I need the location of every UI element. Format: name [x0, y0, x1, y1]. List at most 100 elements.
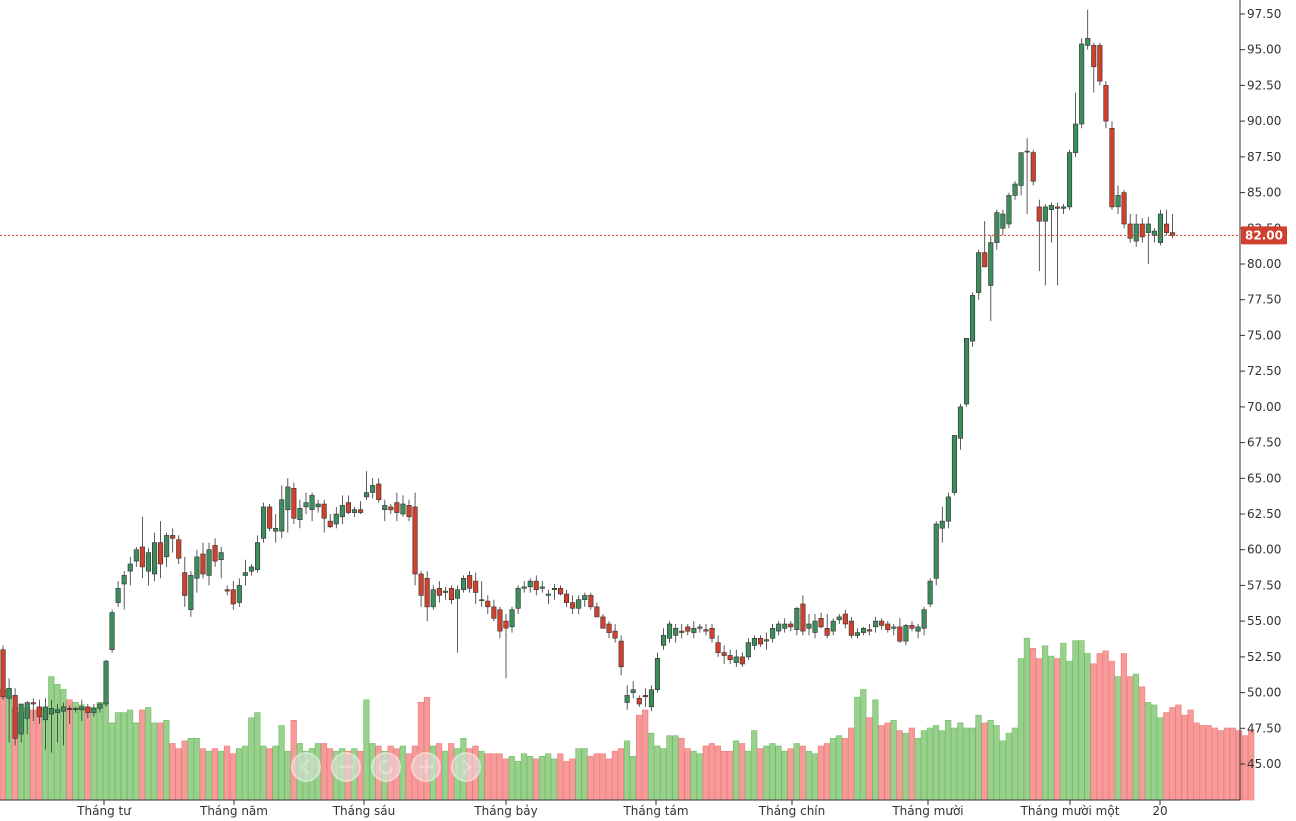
candle [648, 685, 655, 712]
candle [691, 621, 697, 639]
scroll-left-button[interactable] [291, 752, 321, 782]
candle [42, 698, 49, 750]
volume-bar [1211, 727, 1218, 801]
volume-bar [569, 758, 576, 801]
volume-bar [557, 753, 564, 801]
candle [467, 571, 473, 593]
volume-bar [738, 743, 746, 801]
candle [36, 699, 42, 724]
volume-bar [720, 750, 727, 801]
candle [206, 542, 212, 586]
candle [85, 704, 91, 719]
volume-bar [896, 730, 903, 801]
x-tick-label: Tháng tám [622, 804, 688, 818]
volume-bar [230, 753, 237, 801]
candle [97, 702, 103, 713]
candle [830, 618, 836, 636]
y-tick-label: 67.50 [1247, 436, 1281, 450]
candle [636, 695, 642, 707]
candle [212, 538, 218, 567]
volume-bar [520, 753, 528, 801]
candle [412, 492, 418, 586]
x-tick-label: Tháng năm [199, 804, 268, 818]
candle [879, 618, 885, 630]
candle [479, 581, 485, 607]
volume-bar [732, 740, 740, 801]
x-tick-label: Tháng bảy [473, 804, 537, 818]
volume-bar [684, 748, 691, 801]
candle [988, 235, 994, 322]
volume-bar [993, 725, 1000, 801]
volume-bar [829, 737, 837, 801]
candle [860, 626, 867, 636]
candle [1006, 192, 1012, 229]
volume-bar [169, 743, 176, 801]
volume-bar [490, 753, 497, 801]
volume-bar [696, 753, 703, 801]
candle [200, 542, 206, 579]
x-tick-label: Tháng mười [891, 804, 963, 818]
volume-bar [120, 712, 128, 801]
candle [915, 624, 921, 639]
volume-bar [708, 743, 715, 801]
volume-bar [133, 722, 140, 801]
volume-bar [860, 689, 867, 801]
volume-bar [866, 717, 873, 801]
candle [909, 621, 915, 632]
volume-bar [1078, 640, 1085, 801]
chevron-left-icon [300, 759, 310, 775]
volume-bar [793, 743, 800, 801]
candle [557, 585, 564, 596]
zoom-in-button[interactable] [411, 752, 441, 782]
volume-bar [884, 722, 891, 801]
candle [957, 404, 964, 450]
x-tick-label: Tháng chín [758, 804, 825, 818]
volume-bar [963, 727, 970, 801]
volume-bar [272, 745, 279, 801]
candle [303, 492, 309, 514]
candle [1145, 216, 1151, 264]
candle [582, 592, 588, 607]
volume-bar [1193, 722, 1200, 801]
candle [763, 632, 770, 650]
volume-bar [90, 707, 97, 801]
volume-bar [545, 753, 552, 801]
volume-bar [951, 727, 958, 801]
candle [612, 624, 618, 643]
volume-bar [981, 722, 988, 801]
volume-bar [617, 748, 624, 801]
volume-bar [478, 750, 485, 801]
candle [12, 688, 18, 746]
volume-bar [605, 758, 612, 801]
candle [473, 572, 479, 604]
volume-bar [0, 689, 6, 801]
volume-bar [932, 725, 940, 801]
scroll-right-button[interactable] [451, 752, 481, 782]
volume-bar [1242, 735, 1249, 801]
y-tick-label: 57.50 [1247, 578, 1281, 592]
volume-bar [938, 730, 946, 801]
volume-bar [1223, 727, 1230, 801]
volume-bar [1139, 686, 1146, 801]
y-tick-label: 55.00 [1247, 614, 1281, 628]
volume-bar [236, 748, 243, 801]
candle [315, 499, 321, 513]
candle [133, 546, 139, 567]
volume-bar [405, 753, 412, 801]
volume-bar [514, 761, 521, 801]
volume-bar [811, 753, 818, 801]
y-tick-label: 50.00 [1247, 686, 1281, 700]
zoom-out-button[interactable] [331, 752, 361, 782]
volume-bar [1187, 709, 1194, 801]
volume-bar [1090, 663, 1097, 801]
candle [1085, 9, 1091, 50]
candle [255, 535, 261, 573]
candle [18, 703, 24, 743]
candle [345, 495, 352, 514]
volume-bar [1096, 653, 1103, 801]
reset-button[interactable] [371, 752, 401, 782]
candle [109, 609, 115, 653]
candle [994, 209, 1000, 250]
candle [418, 571, 424, 607]
